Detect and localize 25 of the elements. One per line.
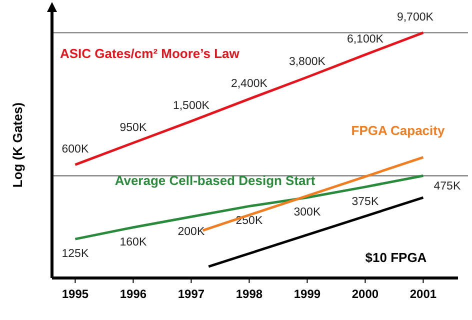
y-axis-title: Log (K Gates) <box>10 102 25 188</box>
data-label: 200K <box>178 226 205 238</box>
x-tick-label: 2001 <box>410 287 437 301</box>
text: $10 FPGA <box>365 250 428 265</box>
data-label: 1,500K <box>172 100 210 112</box>
data-label: 160K <box>120 236 147 248</box>
data-label: 2,400K <box>230 78 268 90</box>
x-tick-label: 1997 <box>178 287 205 301</box>
data-label: 375K <box>352 196 379 208</box>
x-tick-label: 1998 <box>236 287 263 301</box>
x-tick-label: 1995 <box>62 287 89 301</box>
data-label: 9,700K <box>396 12 434 24</box>
data-label: 950K <box>120 122 147 134</box>
x-tick-label: 1996 <box>120 287 147 301</box>
series-label: Average Cell-based Design Start <box>114 173 316 188</box>
data-label: 125K <box>62 248 89 260</box>
data-label: 600K <box>62 144 89 156</box>
x-tick-label: 2000 <box>352 287 379 301</box>
text: ASIC Gates/cm² Moore’s Law <box>60 46 240 61</box>
data-label: 6,100K <box>346 34 384 46</box>
data-label: 300K <box>294 206 321 219</box>
text: FPGA Capacity <box>351 123 446 138</box>
data-label: 475K <box>434 180 461 193</box>
data-label: 3,800K <box>288 56 326 68</box>
x-tick-label: 1999 <box>294 287 321 301</box>
